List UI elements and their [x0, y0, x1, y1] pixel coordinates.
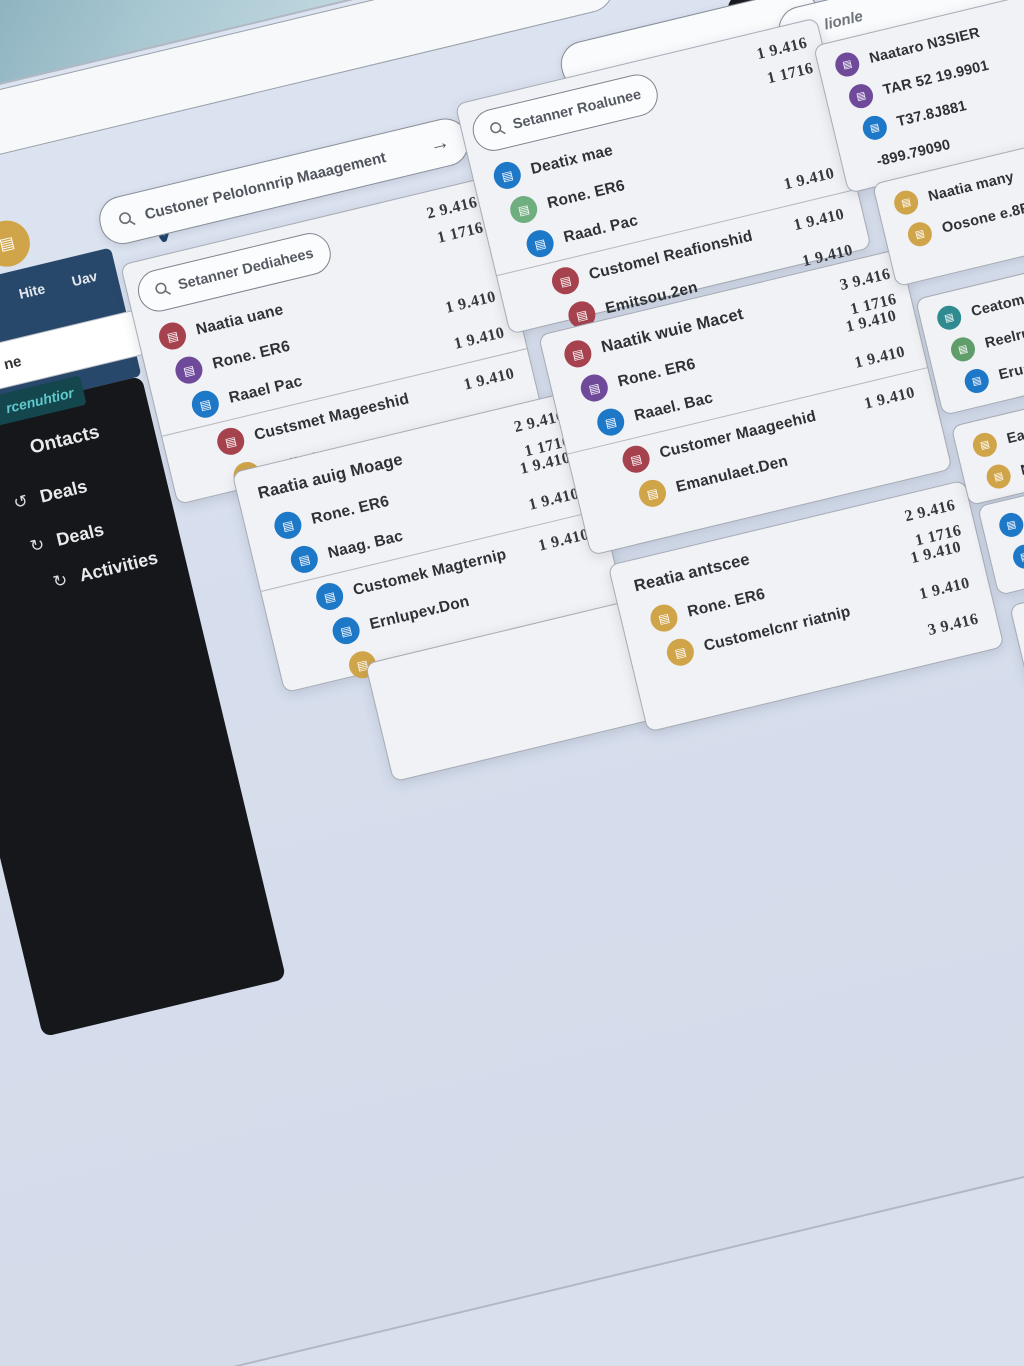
row-value: 1 9.410	[791, 205, 846, 234]
row-value: 1 9.410	[526, 484, 581, 514]
row-label: -899.79090	[875, 136, 953, 171]
contact-avatar-icon: ▤	[846, 81, 876, 111]
row-value: 1 9.410	[844, 306, 899, 336]
search-icon	[490, 122, 506, 135]
row-value: 1 9.410	[852, 342, 907, 372]
contact-avatar-icon: ▤	[523, 227, 557, 260]
contact-avatar-icon: ▤	[313, 580, 346, 613]
row-label: Erualolo	[997, 353, 1024, 384]
contact-avatar-icon: ▤	[619, 442, 653, 476]
card-search-input[interactable]: Setanner Roalunee	[468, 70, 663, 156]
row-label: Earac	[1005, 422, 1024, 448]
row-label: Naag. Bac	[326, 527, 405, 562]
refresh-cw-icon: ↻	[28, 533, 47, 556]
contact-avatar-icon: ▤	[1010, 542, 1024, 572]
search-icon	[118, 211, 136, 225]
row-value: 1 9.410	[908, 538, 963, 567]
sidebar-item-label: Activities	[77, 547, 160, 586]
contact-avatar-icon: ▤	[189, 387, 222, 421]
contact-avatar-icon: ▤	[214, 425, 248, 458]
contact-avatar-icon: ▤	[507, 193, 540, 226]
contact-avatar-icon: ▤	[970, 430, 1000, 460]
refresh-ccw-icon: ↺	[11, 490, 30, 513]
sidebar-item-label: Deals	[37, 475, 90, 507]
main-search-input[interactable]: Custoner Pelolonnrip Maaagement →	[94, 113, 474, 249]
search-icon	[155, 282, 172, 295]
contact-avatar-icon: ▤	[578, 371, 611, 405]
contact-avatar-icon: ▤	[288, 543, 321, 576]
contact-avatar-icon: ▤	[962, 366, 992, 396]
row-label: Nac	[1019, 457, 1024, 479]
contact-avatar-icon: ▤	[172, 353, 206, 387]
secondary-search-value: lionle	[822, 7, 865, 34]
row-value: 1 9.410	[461, 364, 517, 394]
sidebar-item-activities[interactable]: ↻ Activities	[51, 547, 160, 592]
contact-avatar-icon: ▤	[491, 159, 524, 192]
row-label: Raael. Bac	[632, 388, 715, 425]
contact-avatar-icon: ▤	[934, 303, 964, 333]
row-label: Reelrulec	[983, 320, 1024, 352]
row-label: Raad. Pac	[561, 211, 640, 246]
row-label: Ceatomek	[969, 287, 1024, 321]
contact-avatar-icon: ▤	[832, 50, 862, 79]
contact-avatar-icon: ▤	[996, 510, 1024, 540]
sidebar-item-label: Deals	[54, 519, 106, 550]
sidebar-item-label: Ontacts	[27, 421, 102, 459]
contact-avatar-icon: ▤	[891, 188, 921, 218]
row-value: 3 9.416	[926, 609, 981, 639]
sidebar-item-deals-2[interactable]: ↻ Deals	[28, 519, 106, 557]
sidebar-item-contacts[interactable]: Ontacts	[15, 422, 102, 463]
arrow-right-icon[interactable]: →	[427, 130, 452, 157]
contact-avatar-icon: ▤	[636, 477, 669, 510]
row-label: Raael Pac	[227, 372, 305, 407]
card-search-value: Setanner Dediahees	[176, 245, 316, 294]
sidebar-item-deals[interactable]: ↺ Deals	[11, 476, 89, 514]
contact-avatar-icon: ▤	[647, 601, 681, 635]
contact-avatar-icon: ▤	[271, 509, 305, 542]
contact-avatar-icon: ▤	[549, 264, 582, 298]
sidebar-tab-hite[interactable]: Hite	[17, 280, 47, 302]
contact-avatar-icon: ▤	[984, 462, 1014, 492]
row-value: 1 9.410	[862, 383, 917, 413]
contact-avatar-icon: ▤	[948, 334, 978, 364]
contact-avatar-icon: ▤	[594, 405, 628, 439]
card-search-input[interactable]: Setanner Dediahees	[133, 228, 335, 316]
contact-avatar-icon: ▤	[329, 614, 363, 647]
contact-avatar-icon: ▤	[905, 219, 935, 249]
contact-card: Setanner Dediahees 2 9.416 1 1716 ▤ Naatia u…	[119, 176, 545, 505]
sidebar-search-value: ne	[2, 352, 24, 373]
row-value: 1 9.410	[917, 573, 972, 603]
row-value: 1 9.410	[782, 164, 837, 193]
contact-avatar-icon: ▤	[156, 319, 189, 353]
contact-avatar-icon: ▤	[860, 113, 890, 143]
refresh-cw-icon: ↻	[50, 569, 70, 592]
row-value: 1 9.410	[536, 525, 591, 555]
row-value: 1 9.410	[518, 448, 573, 478]
card-search-value: Setanner Roalunee	[511, 86, 643, 133]
sidebar-tab-uav[interactable]: Uav	[70, 267, 99, 290]
row-value: 1 9.410	[443, 287, 498, 317]
contact-card: Setanner Roalunee 1 9.416 1 1716 ▤ Deatix ma…	[454, 17, 872, 335]
contact-avatar-icon: ▤	[561, 337, 595, 371]
row-value: 1 9.410	[452, 323, 507, 353]
contact-avatar-icon: ▤	[664, 635, 697, 669]
